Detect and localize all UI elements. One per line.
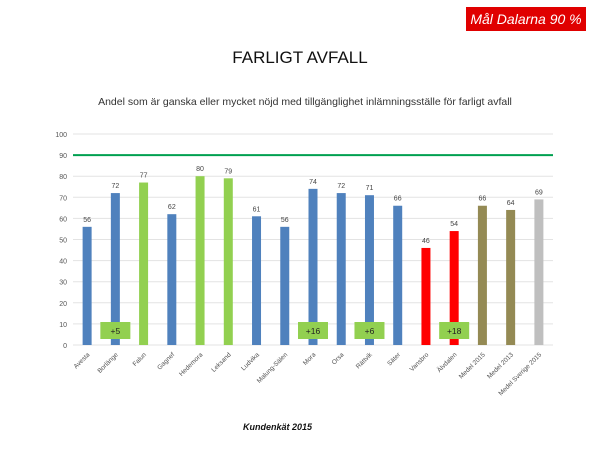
data-label: 56 (281, 217, 289, 224)
diff-box (354, 322, 385, 339)
data-label: 62 (168, 204, 176, 211)
bar (167, 214, 177, 345)
x-tick-label: Hedemora (178, 351, 205, 378)
diff-label: +6 (365, 326, 375, 336)
x-tick-label: Avesta (73, 351, 92, 370)
y-tick-label: 90 (59, 153, 67, 160)
data-labels: 56 72 77 62 80 79 61 56 74 72 71 66 46 54 66 64 69 (83, 166, 543, 245)
data-label: 61 (253, 206, 261, 213)
diff-box (439, 322, 470, 339)
y-tick-label: 30 (59, 280, 67, 287)
diff-label: +18 (447, 326, 462, 336)
data-label: 79 (224, 168, 232, 175)
page-title: FARLIGT AVFALL (232, 48, 368, 67)
bar (506, 209, 516, 345)
data-label: 74 (309, 179, 317, 186)
bar (82, 226, 92, 345)
bar (449, 231, 459, 345)
bar (364, 195, 374, 345)
data-label: 56 (83, 217, 91, 224)
annotations: +5 +16 +6 +18 (100, 322, 470, 339)
x-tick-label: Leksand (210, 351, 233, 374)
data-label: 71 (366, 185, 374, 192)
x-tick-label: Mora (302, 351, 318, 367)
bar (110, 193, 120, 345)
x-tick-label: Vansbro (409, 351, 431, 373)
diff-label: +5 (111, 326, 121, 336)
bar (195, 176, 205, 345)
x-axis-ticks: Avesta Borlänge Falun Gagnef Hedemora Leksand… (73, 350, 544, 397)
goal-badge: Mål Dalarna 90 % (466, 7, 586, 31)
y-tick-label: 100 (55, 132, 67, 139)
y-tick-label: 70 (59, 195, 67, 202)
y-axis-ticks: 0 10 20 30 40 50 60 70 80 90 100 (55, 132, 67, 350)
y-tick-label: 10 (59, 322, 67, 329)
bars (82, 176, 544, 345)
data-label: 54 (450, 221, 458, 228)
bar (393, 205, 403, 345)
x-tick-label: Borlänge (96, 351, 120, 375)
y-tick-label: 80 (59, 174, 67, 181)
data-label: 46 (422, 238, 430, 245)
y-tick-label: 20 (59, 301, 67, 308)
bar (252, 216, 262, 345)
data-label: 80 (196, 166, 204, 173)
y-tick-label: 60 (59, 216, 67, 223)
x-tick-label: Medel 2015 (458, 351, 487, 380)
x-tick-label: Säter (386, 351, 403, 368)
data-label: 66 (394, 196, 402, 203)
x-tick-label: Medel 2013 (486, 351, 515, 380)
data-label: 69 (535, 189, 543, 196)
bar (139, 182, 149, 345)
x-tick-label: Ludvika (240, 351, 261, 372)
bar (421, 247, 431, 345)
data-label: 77 (140, 173, 148, 180)
x-tick-label: Älvdalen (435, 350, 459, 374)
data-label: 66 (479, 196, 487, 203)
data-label: 64 (507, 200, 515, 207)
x-tick-label: Malung-Sälen (256, 351, 290, 385)
diff-label: +16 (306, 326, 321, 336)
y-tick-label: 0 (63, 343, 67, 350)
bar (336, 193, 346, 345)
x-tick-label: Rättvik (355, 351, 375, 371)
diff-box (100, 322, 131, 339)
y-tick-label: 40 (59, 259, 67, 266)
diff-box (298, 322, 328, 339)
bar (477, 205, 487, 345)
bar (223, 178, 233, 345)
bar (308, 188, 318, 345)
x-tick-label: Falun (132, 351, 149, 368)
chart-title: Andel som är ganska eller mycket nöjd me… (98, 96, 512, 108)
bar (534, 199, 544, 345)
data-label: 72 (337, 183, 345, 190)
y-tick-label: 50 (59, 238, 67, 245)
x-tick-label: Gagnef (156, 351, 176, 371)
data-label: 72 (111, 183, 119, 190)
bar (280, 226, 290, 345)
x-tick-label: Orsa (331, 351, 346, 366)
source-note: Kundenkät 2015 (242, 422, 313, 432)
